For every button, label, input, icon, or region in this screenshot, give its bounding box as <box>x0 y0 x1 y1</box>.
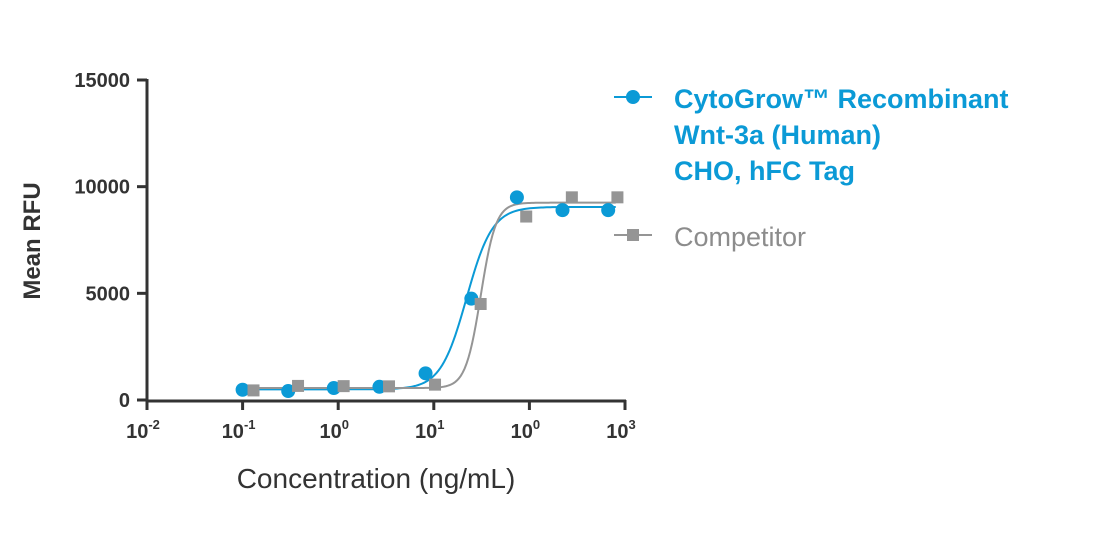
x-tick-label: 103 <box>606 417 635 443</box>
x-tick-label: 101 <box>415 417 444 443</box>
data-point-series-2 <box>429 378 442 391</box>
data-point-series-1 <box>235 382 250 397</box>
legend-marker-series-2 <box>627 229 639 241</box>
data-point-series-1 <box>418 366 433 381</box>
x-tick-label: 10-2 <box>126 417 160 443</box>
data-point-series-1 <box>509 190 524 205</box>
data-point-series-2 <box>292 379 305 392</box>
y-axis-title: Mean RFU <box>19 182 46 299</box>
data-point-series-1 <box>372 379 387 394</box>
data-point-series-1 <box>555 203 570 218</box>
legend-label-series-1: Wnt-3a (Human) <box>674 120 881 150</box>
x-tick-label: 10-1 <box>222 417 256 443</box>
legend: CytoGrow™ Recombinant Wnt-3a (Human) CHO, … <box>614 84 1009 252</box>
x-axis-title: Concentration (ng/mL) <box>237 463 516 494</box>
data-point-series-2 <box>565 191 578 204</box>
fit-curve-series-2 <box>242 201 616 390</box>
x-tick-label: 100 <box>511 417 540 443</box>
data-point-series-2 <box>247 384 260 397</box>
data-point-series-1 <box>326 381 341 396</box>
legend-label-series-1: CytoGrow™ Recombinant <box>674 84 1009 114</box>
x-tick-label: 100 <box>319 417 348 443</box>
data-point-series-2 <box>383 380 396 393</box>
data-point-series-1 <box>601 203 616 218</box>
data-point-series-1 <box>281 384 296 399</box>
legend-label-series-2: Competitor <box>674 222 806 252</box>
legend-label-series-1: CHO, hFC Tag <box>674 156 855 186</box>
data-point-series-2 <box>611 191 624 204</box>
fit-curve-series-1 <box>242 205 616 391</box>
data-point-series-2 <box>337 380 350 393</box>
data-point-series-2 <box>520 210 533 223</box>
y-axis-ticks: 0 5000 10000 15000 <box>74 70 147 412</box>
fit-curves <box>242 201 616 391</box>
y-tick-label: 15000 <box>74 70 130 92</box>
y-tick-label: 0 <box>119 390 130 412</box>
legend-marker-series-1 <box>626 90 640 104</box>
data-points <box>235 190 624 399</box>
y-tick-label: 10000 <box>74 177 130 199</box>
data-point-series-2 <box>474 298 487 310</box>
y-tick-label: 5000 <box>86 283 131 305</box>
x-axis-ticks: 10-2 10-1 100 101 100 103 <box>126 400 636 443</box>
